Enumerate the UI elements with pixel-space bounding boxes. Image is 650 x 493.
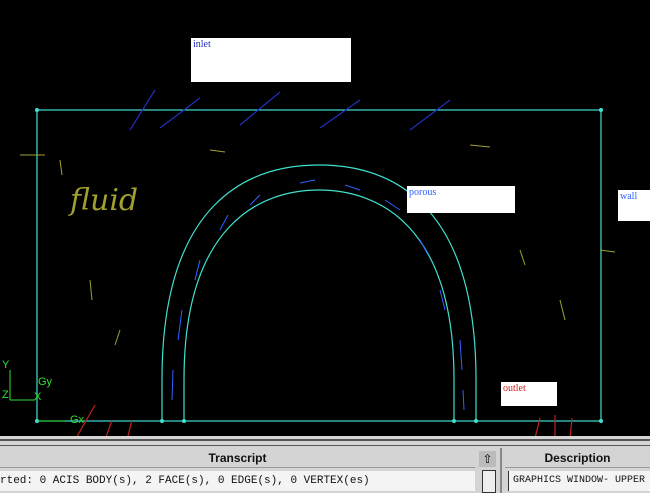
svg-text:Gy: Gy bbox=[38, 376, 53, 388]
transcript-text: rted: 0 ACIS BODY(s), 2 FACE(s), 0 EDGE(… bbox=[0, 471, 475, 491]
divider bbox=[500, 448, 502, 493]
scroll-up-arrow-icon[interactable]: ⇧ bbox=[479, 451, 496, 467]
divider bbox=[0, 439, 650, 441]
inlet-label: inlet bbox=[191, 38, 351, 82]
wall-label: wall bbox=[618, 190, 650, 221]
arch-inner bbox=[183, 189, 455, 421]
vertices bbox=[35, 108, 603, 423]
scrollbar-thumb[interactable] bbox=[482, 470, 496, 493]
porous-marks bbox=[171, 179, 465, 411]
svg-text:X: X bbox=[34, 391, 42, 403]
outlet-label: outlet bbox=[501, 382, 557, 406]
svg-text:Gx: Gx bbox=[70, 414, 85, 426]
svg-text:Y: Y bbox=[2, 359, 10, 371]
domain-boundary bbox=[36, 109, 602, 422]
porous-label: porous bbox=[407, 186, 515, 213]
description-header: Description bbox=[505, 450, 650, 468]
bottom-panel: Transcript ⇧ Description rted: 0 ACIS BO… bbox=[0, 436, 650, 493]
transcript-header: Transcript bbox=[0, 450, 475, 468]
fluid-marks bbox=[20, 144, 616, 346]
fluid-label: fluid bbox=[68, 183, 138, 218]
svg-text:Z: Z bbox=[2, 389, 9, 401]
axis-triad: Y Z X Gy Gx bbox=[2, 359, 85, 426]
geometry bbox=[36, 109, 602, 422]
arch-outer bbox=[161, 164, 477, 421]
inlet-marks bbox=[129, 89, 451, 131]
divider bbox=[0, 445, 650, 446]
description-text: GRAPHICS WINDOW- UPPER bbox=[508, 471, 650, 491]
